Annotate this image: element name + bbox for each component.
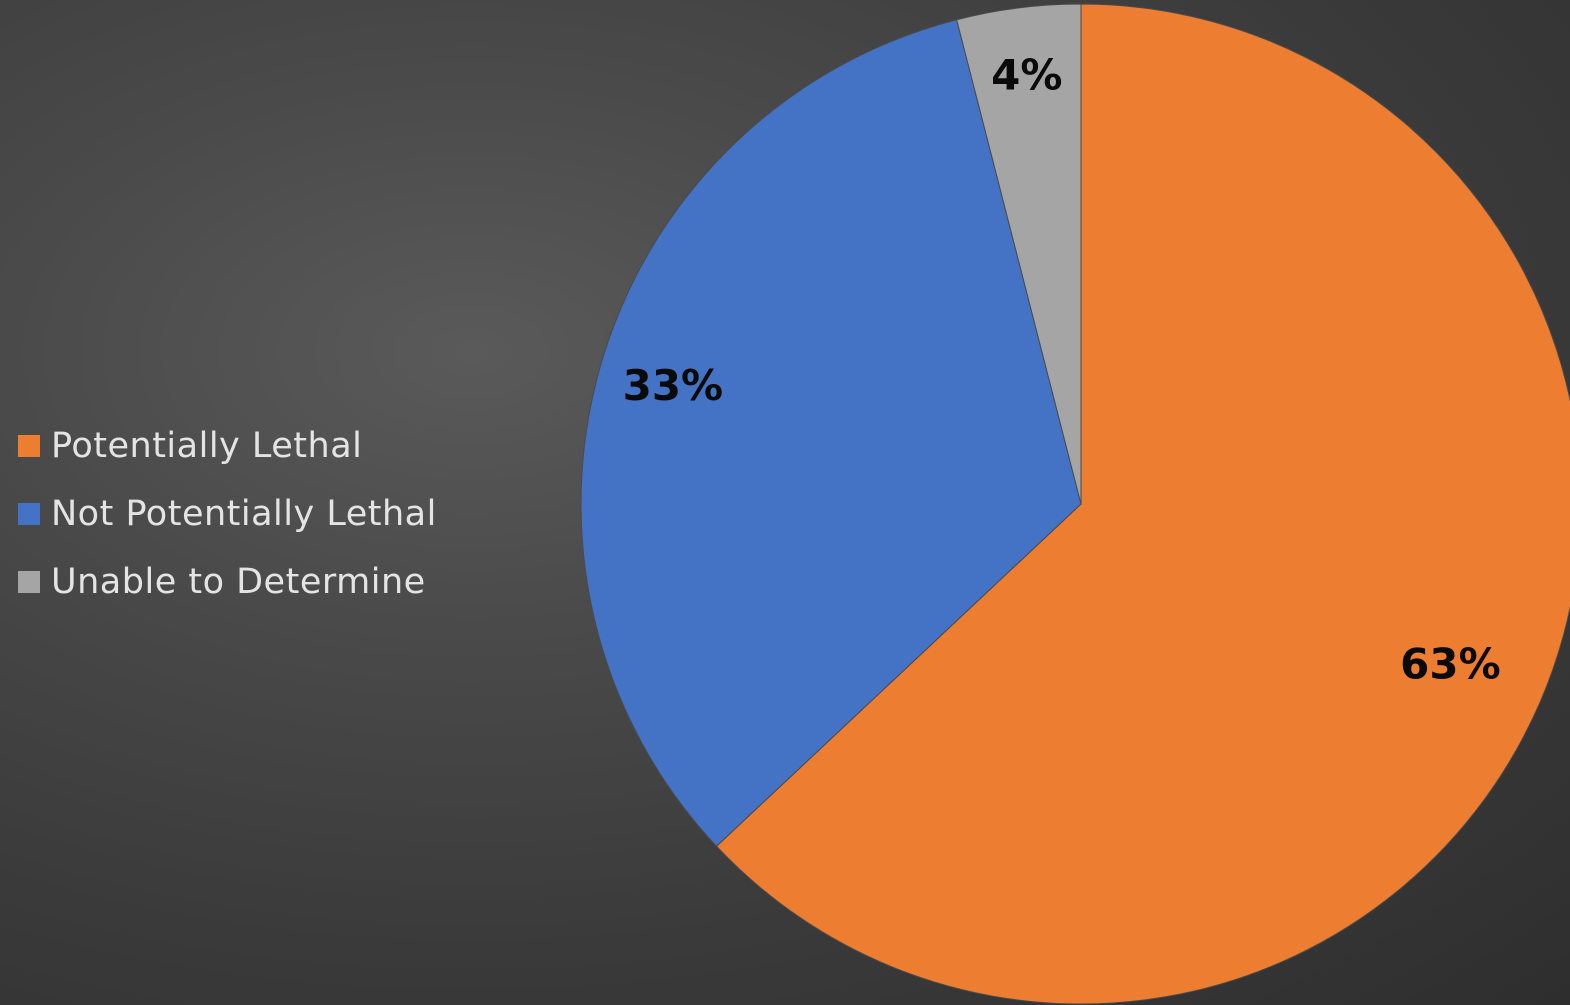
- legend-swatch-unable-to-determine: [18, 571, 40, 593]
- legend-label-unable-to-determine: Unable to Determine: [51, 562, 426, 602]
- legend-item-not-potentially-lethal: Not Potentially Lethal: [18, 480, 437, 548]
- legend-item-unable-to-determine: Unable to Determine: [18, 548, 437, 616]
- chart-legend: Potentially Lethal Not Potentially Letha…: [18, 412, 437, 616]
- data-label-not-potentially-lethal: 33%: [623, 361, 724, 410]
- legend-item-potentially-lethal: Potentially Lethal: [18, 412, 437, 480]
- pie-slices: [580, 3, 1570, 1005]
- data-label-unable-to-determine: 4%: [991, 50, 1062, 99]
- data-label-potentially-lethal: 63%: [1400, 639, 1501, 688]
- legend-label-not-potentially-lethal: Not Potentially Lethal: [51, 494, 437, 534]
- pie-data-labels: 63% 33% 4%: [623, 50, 1501, 688]
- pie-slice-unable-to-determine: [956, 3, 1082, 505]
- legend-swatch-potentially-lethal: [18, 435, 40, 457]
- legend-swatch-not-potentially-lethal: [18, 503, 40, 525]
- pie-slice-not-potentially-lethal: [580, 19, 1082, 847]
- pie-slice-potentially-lethal: [715, 3, 1570, 1005]
- legend-label-potentially-lethal: Potentially Lethal: [51, 426, 363, 466]
